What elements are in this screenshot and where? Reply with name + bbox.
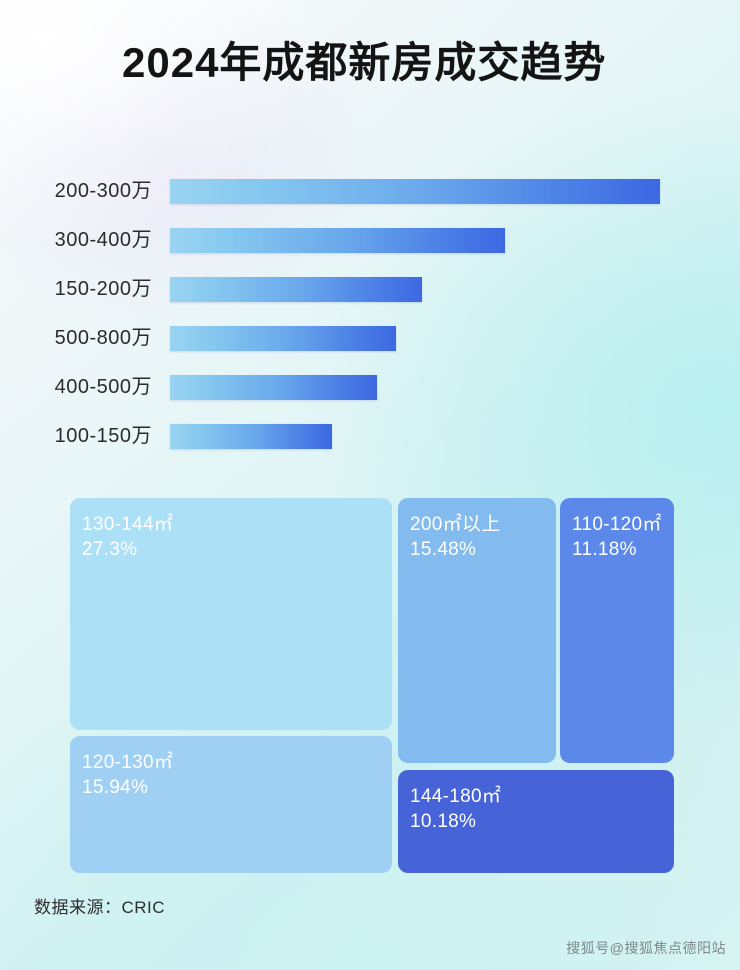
bar-category-label: 100-150万 bbox=[54, 425, 152, 447]
bar-row: 200-300万 bbox=[0, 176, 740, 206]
bar-row: 500-800万 bbox=[0, 323, 740, 353]
watermark-label: 搜狐号@搜狐焦点德阳站 bbox=[566, 940, 726, 956]
treemap-chart: 130-144㎡ 27.3% 120-130㎡ 15.94% 200㎡以上 15.48% 1… bbox=[70, 498, 674, 873]
treemap-cell-value: 10.18% bbox=[410, 811, 477, 832]
bar-fill bbox=[170, 277, 422, 302]
treemap-cell-value: 11.18% bbox=[572, 539, 637, 560]
treemap-cell-value: 15.48% bbox=[410, 539, 477, 560]
bar-track bbox=[170, 375, 377, 400]
bar-track bbox=[170, 277, 422, 302]
bar-track bbox=[170, 424, 332, 449]
bar-row: 400-500万 bbox=[0, 372, 740, 402]
bar-track bbox=[170, 228, 505, 253]
treemap-cell-name: 200㎡以上 bbox=[410, 514, 501, 535]
bar-category-label: 400-500万 bbox=[54, 376, 152, 398]
bar-category-label: 300-400万 bbox=[54, 229, 152, 251]
treemap-cell[interactable]: 144-180㎡ 10.18% bbox=[398, 770, 674, 873]
treemap-cell-name: 110-120㎡ bbox=[572, 514, 662, 535]
treemap-cell-name: 130-144㎡ bbox=[82, 514, 174, 535]
bar-chart: 200-300万 300-400万 150-200万 500-800万 400-500万… bbox=[0, 176, 740, 449]
treemap-cell[interactable]: 120-130㎡ 15.94% bbox=[70, 736, 392, 873]
bar-track bbox=[170, 326, 396, 351]
treemap-cell-name: 120-130㎡ bbox=[82, 752, 174, 773]
treemap-cell-name: 144-180㎡ bbox=[410, 786, 502, 807]
bar-row: 150-200万 bbox=[0, 274, 740, 304]
bar-category-label: 200-300万 bbox=[54, 180, 152, 202]
treemap-cell-value: 15.94% bbox=[82, 777, 149, 798]
bar-row: 300-400万 bbox=[0, 225, 740, 255]
bar-fill bbox=[170, 179, 660, 204]
bar-fill bbox=[170, 375, 377, 400]
bar-fill bbox=[170, 228, 505, 253]
bar-category-label: 150-200万 bbox=[54, 278, 152, 300]
bar-fill bbox=[170, 326, 396, 351]
treemap-cell-value: 27.3% bbox=[82, 539, 138, 560]
data-source-label: 数据来源：CRIC bbox=[34, 898, 166, 917]
treemap-cell[interactable]: 130-144㎡ 27.3% bbox=[70, 498, 392, 730]
treemap-cell[interactable]: 110-120㎡ 11.18% bbox=[560, 498, 674, 763]
bar-category-label: 500-800万 bbox=[54, 327, 152, 349]
treemap-cell[interactable]: 200㎡以上 15.48% bbox=[398, 498, 556, 763]
page-title: 2024年成都新房成交趋势 bbox=[122, 39, 607, 86]
bar-row: 100-150万 bbox=[0, 421, 740, 451]
bar-fill bbox=[170, 424, 332, 449]
bar-track bbox=[170, 179, 660, 204]
